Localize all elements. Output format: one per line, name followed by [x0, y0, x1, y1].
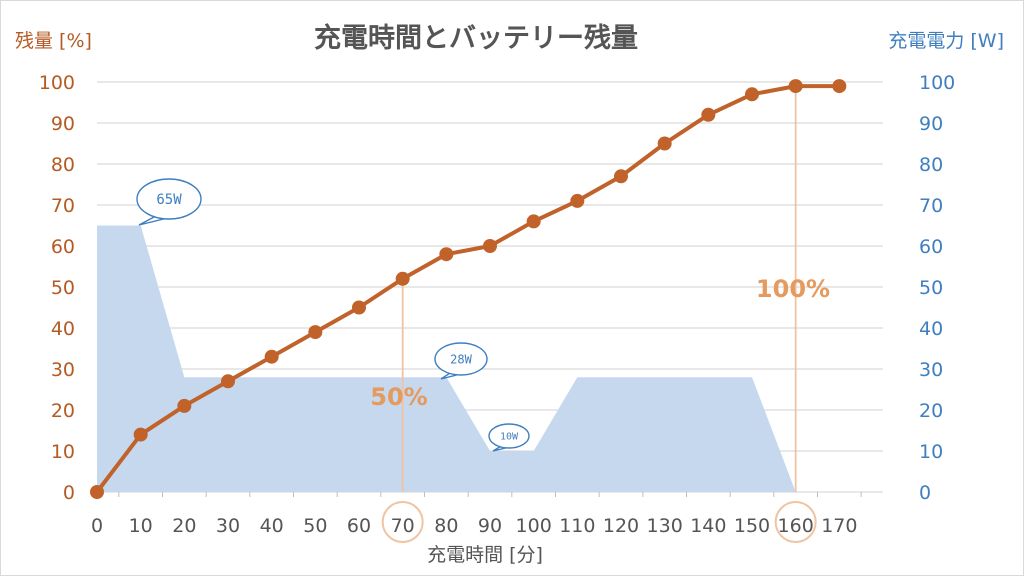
x-tick-label: 80 — [434, 515, 458, 537]
left-tick-label: 40 — [51, 318, 75, 340]
right-tick-label: 40 — [919, 318, 943, 340]
bubble-body — [488, 423, 530, 449]
right-axis-title: 充電電力 [W] — [888, 30, 1004, 52]
power-bubbles: 65W 28W 10W — [136, 178, 530, 452]
x-tick-label: 100 — [516, 515, 552, 537]
battery-point — [352, 300, 366, 315]
chart-title: 充電時間とバッテリー残量 — [314, 22, 638, 54]
highlight-circle-160 — [774, 501, 817, 543]
left-tick-label: 80 — [51, 154, 75, 176]
battery-point — [483, 239, 497, 253]
left-tick-label: 0 — [63, 482, 75, 504]
battery-point — [439, 247, 454, 262]
battery-point — [526, 214, 541, 229]
battery-point — [264, 349, 279, 364]
guide-lines — [381, 86, 817, 543]
battery-point — [177, 398, 192, 413]
x-tick-label: 170 — [821, 515, 857, 537]
right-tick-label: 90 — [919, 113, 943, 135]
x-tick-label: 10 — [129, 515, 153, 537]
x-tick-label: 130 — [647, 515, 683, 537]
x-tick-label: 140 — [690, 515, 726, 537]
battery-point — [221, 374, 235, 389]
bubble-65w: 65W — [136, 178, 202, 226]
bubble-label: 65W — [156, 192, 182, 208]
x-tick-label: 60 — [347, 515, 371, 537]
bubble-10w: 10W — [488, 423, 530, 452]
bubble-join — [451, 367, 461, 374]
left-tick-label: 50 — [51, 277, 75, 299]
x-tick-label: 0 — [91, 515, 103, 537]
right-tick-label: 20 — [919, 400, 943, 422]
bubble-28w: 28W — [434, 342, 488, 380]
right-tick-label: 50 — [919, 277, 943, 299]
x-tick-label: 50 — [303, 515, 327, 537]
x-tick-label: 120 — [603, 515, 639, 537]
battery-point — [657, 136, 672, 151]
x-tick-label: 20 — [172, 515, 196, 537]
callout-50-percent: 50% — [370, 383, 427, 411]
bubble-label: 10W — [500, 432, 519, 443]
bubble-join — [502, 442, 509, 447]
battery-point — [90, 485, 104, 499]
x-axis-title: 充電時間 [分] — [427, 544, 543, 566]
right-tick-label: 100 — [919, 72, 955, 94]
x-tick-label: 90 — [478, 515, 502, 537]
bubble-label: 28W — [450, 352, 472, 366]
battery-line-layer — [90, 79, 847, 499]
battery-line — [95, 84, 840, 494]
battery-point — [308, 325, 323, 340]
power-area — [97, 225, 796, 492]
battery-point — [133, 427, 148, 442]
bubble-body — [434, 342, 488, 376]
x-tick-label: 150 — [734, 515, 770, 537]
battery-point — [570, 193, 585, 208]
left-axis-title: 残量 [%] — [15, 30, 92, 52]
x-tick-label: 40 — [260, 515, 284, 537]
right-tick-label: 0 — [919, 482, 931, 504]
left-tick-label: 70 — [51, 195, 75, 217]
battery-point — [745, 87, 759, 102]
x-tick-label: 110 — [559, 515, 595, 537]
highlight-circle-70 — [381, 501, 424, 543]
right-tick-label: 60 — [919, 236, 943, 258]
battery-point — [788, 79, 803, 94]
left-tick-label: 30 — [51, 359, 75, 381]
right-tick-label: 70 — [919, 195, 943, 217]
x-tick-label: 70 — [391, 515, 415, 537]
right-tick-label: 10 — [919, 441, 943, 463]
power-area-layer — [97, 225, 796, 492]
battery-point — [614, 169, 628, 184]
left-tick-label: 20 — [51, 400, 75, 422]
left-tick-label: 60 — [51, 236, 75, 258]
battery-point — [395, 271, 410, 286]
x-tick-label: 160 — [778, 515, 814, 537]
callout-100-percent: 100% — [756, 275, 830, 303]
bubble-join — [157, 210, 169, 217]
left-tick-label: 100 — [39, 72, 75, 94]
battery-point — [832, 79, 847, 94]
right-tick-label: 80 — [919, 154, 943, 176]
right-tick-label: 30 — [919, 359, 943, 381]
left-tick-label: 10 — [51, 441, 75, 463]
battery-point — [701, 107, 716, 122]
bubble-body — [136, 178, 202, 220]
left-tick-label: 90 — [51, 113, 75, 135]
x-tick-label: 30 — [216, 515, 240, 537]
